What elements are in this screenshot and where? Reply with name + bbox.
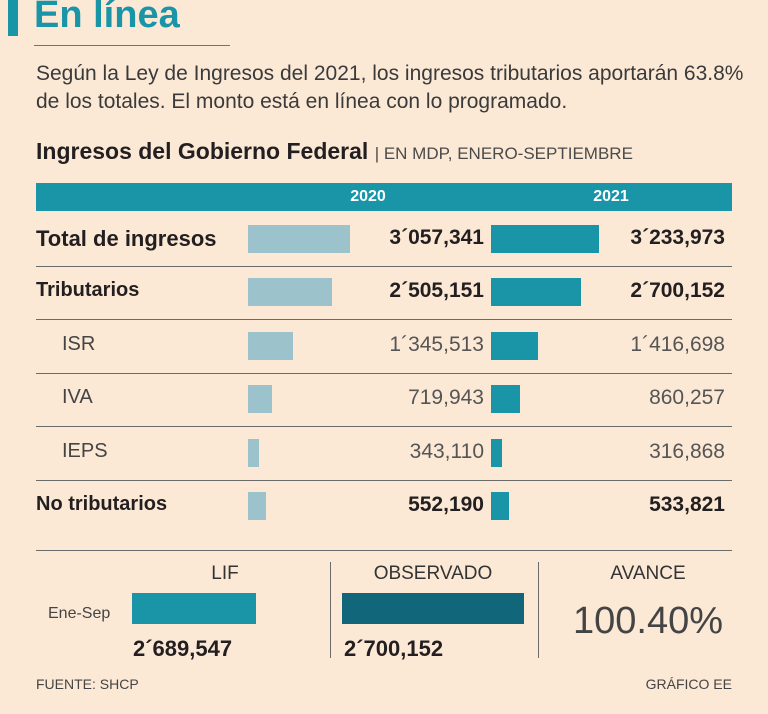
value-2021-iva: 860,257 [649, 386, 725, 410]
value-2020-tributarios: 2´505,151 [389, 279, 484, 303]
row-divider [36, 372, 732, 374]
value-2021-total-de-ingresos: 3´233,973 [630, 225, 725, 249]
value-2020-isr: 1´345,513 [389, 332, 484, 356]
credit-note: GRÁFICO EE [645, 676, 732, 692]
row-label-no-tributarios: No tributarios [36, 493, 168, 516]
column-header-2020: 2020 [350, 188, 386, 205]
row-label-iva: IVA [62, 386, 93, 409]
column-header-bar [36, 183, 732, 211]
row-divider [36, 479, 732, 481]
bar-2020-isr [248, 331, 293, 360]
chart-title-text: Ingresos del Gobierno Federal [36, 138, 369, 164]
chart-unit-note: EN MDP, ENERO-SEPTIEMBRE [383, 144, 633, 163]
value-2020-iva: 719,943 [408, 386, 484, 410]
chart-title-separator: | [374, 144, 384, 163]
column-header-2021: 2021 [593, 188, 629, 205]
chart-title: Ingresos del Gobierno Federal | EN MDP, … [36, 138, 633, 165]
avance-label: AVANCE [610, 563, 686, 584]
row-divider [36, 426, 732, 427]
lif-value: 2´689,547 [133, 636, 233, 661]
row-label-isr: ISR [62, 332, 96, 355]
value-2020-total-de-ingresos: 3´057,341 [389, 225, 484, 249]
row-divider [36, 265, 732, 267]
bar-2021-ieps [491, 438, 502, 467]
value-2020-no-tributarios: 552,190 [408, 493, 484, 517]
period-label: Ene-Sep [48, 605, 111, 622]
value-2021-isr: 1´416,698 [630, 332, 725, 356]
column-divider [538, 562, 539, 658]
observado-label: OBSERVADO [373, 563, 493, 584]
bar-2020-no-tributarios [248, 492, 266, 521]
row-label-tributarios: Tributarios [36, 279, 140, 302]
bar-2021-no-tributarios [491, 492, 509, 521]
row-label-total-de-ingresos: Total de ingresos [36, 225, 217, 251]
page-title: En línea [34, 0, 180, 36]
bar-2021-total-de-ingresos [491, 224, 599, 253]
section-divider [36, 550, 732, 551]
row-divider [36, 319, 732, 320]
title-underline [34, 45, 230, 46]
bar-2020-ieps [248, 438, 259, 467]
value-2021-no-tributarios: 533,821 [649, 493, 725, 517]
value-2021-tributarios: 2´700,152 [630, 279, 725, 303]
bar-2021-isr [491, 331, 538, 360]
subtitle: Según la Ley de Ingresos del 2021, los i… [36, 62, 744, 113]
source-note: FUENTE: SHCP [36, 676, 139, 692]
bar-2021-tributarios [491, 278, 581, 307]
value-2021-ieps: 316,868 [649, 439, 725, 463]
bar-2020-total-de-ingresos [248, 224, 350, 253]
column-divider [330, 562, 331, 658]
lif-label: LIF [211, 563, 239, 584]
observado-value: 2´700,152 [344, 636, 444, 661]
lif-bar [132, 593, 256, 624]
title-accent-bar [8, 0, 18, 36]
bar-2020-tributarios [248, 278, 332, 307]
avance-value: 100.40% [572, 600, 723, 642]
observado-bar [342, 593, 524, 624]
bar-2020-iva [248, 385, 272, 414]
row-label-ieps: IEPS [62, 439, 108, 462]
bar-2021-iva [491, 385, 520, 414]
value-2020-ieps: 343,110 [409, 439, 484, 463]
